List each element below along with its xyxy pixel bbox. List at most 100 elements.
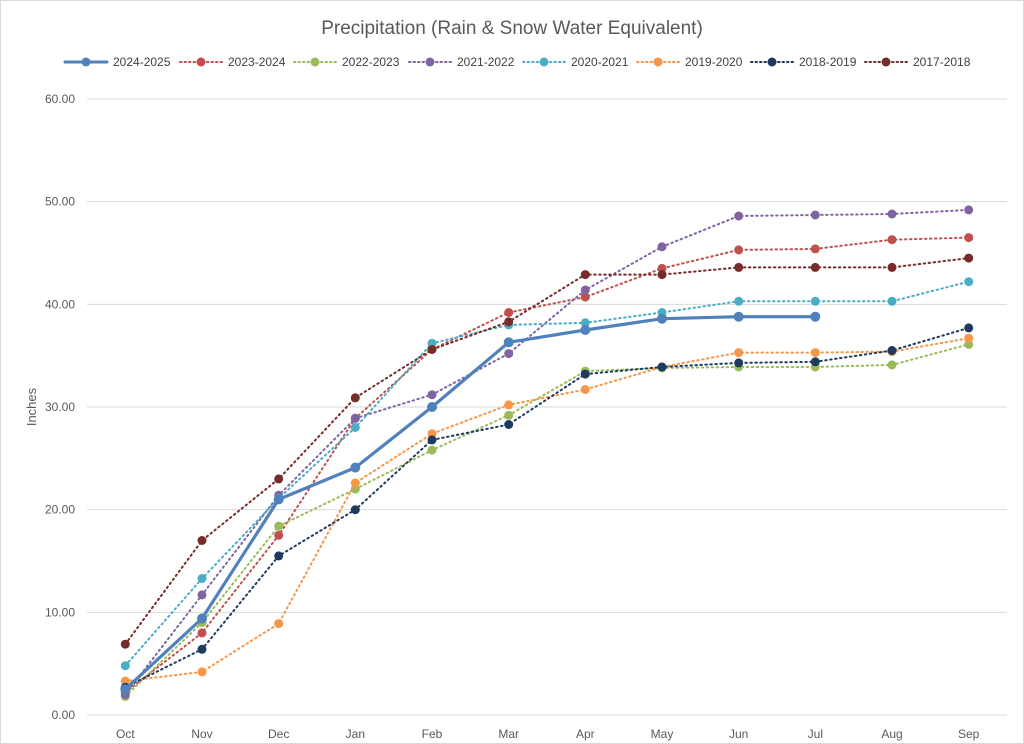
y-tick-label: 0.00: [52, 708, 76, 722]
legend-label: 2019-2020: [685, 55, 743, 69]
legend-marker: [539, 57, 549, 67]
x-tick-label: Nov: [191, 727, 212, 741]
y-tick-label: 60.00: [45, 92, 75, 106]
series-2024-2025: [120, 311, 821, 695]
data-point: [734, 211, 744, 221]
legend-label: 2017-2018: [913, 55, 971, 69]
data-point: [964, 253, 974, 263]
series-2017-2018: [120, 253, 974, 649]
data-point: [964, 277, 974, 287]
data-point: [197, 667, 207, 677]
data-point: [350, 462, 361, 473]
data-point: [657, 362, 667, 372]
data-point: [810, 262, 820, 272]
data-point: [580, 385, 590, 394]
series-2023-2024: [120, 233, 974, 697]
data-point: [120, 639, 130, 649]
data-point: [887, 360, 897, 370]
x-tick-label: Apr: [576, 727, 595, 741]
data-point: [427, 435, 437, 445]
data-point: [810, 348, 820, 358]
legend-label: 2021-2022: [457, 55, 515, 69]
data-point: [887, 262, 897, 272]
data-point: [427, 402, 437, 412]
series-2018-2019: [120, 323, 974, 692]
data-point: [810, 244, 820, 254]
data-point: [964, 323, 974, 333]
series-line: [124, 280, 970, 667]
series-line: [124, 236, 970, 694]
data-point: [504, 317, 514, 327]
y-axis-ticks: 0.00 10.00 20.00 30.00 40.00 50.00 60.00: [45, 92, 75, 722]
legend-marker: [196, 57, 206, 67]
series-2022-2023: [120, 339, 974, 701]
data-point: [504, 349, 514, 359]
series-layer: [120, 205, 974, 701]
data-point: [197, 536, 207, 545]
data-point: [887, 209, 897, 219]
data-point: [810, 210, 820, 220]
data-point: [274, 619, 284, 629]
y-tick-label: 20.00: [45, 503, 75, 517]
series-line: [124, 343, 970, 698]
series-2020-2021: [120, 277, 974, 671]
x-tick-label: Mar: [498, 727, 519, 741]
data-point: [657, 313, 667, 324]
data-point: [120, 676, 130, 686]
data-point: [273, 494, 284, 505]
data-point: [350, 478, 360, 488]
data-point: [274, 551, 284, 561]
data-point: [197, 613, 207, 624]
data-point: [350, 393, 360, 403]
legend-marker: [653, 57, 663, 67]
legend-marker: [425, 57, 435, 67]
data-point: [580, 318, 590, 328]
data-point: [964, 333, 974, 343]
data-point: [274, 521, 284, 531]
data-point: [734, 245, 744, 255]
data-point: [964, 205, 974, 215]
data-point: [504, 410, 514, 420]
data-point: [503, 337, 514, 348]
data-point: [427, 390, 437, 400]
data-point: [197, 628, 207, 638]
data-point: [197, 644, 207, 654]
legend-label: 2022-2023: [342, 55, 400, 69]
legend-label: 2023-2024: [228, 55, 286, 69]
legend-marker: [767, 57, 777, 67]
x-tick-label: Jan: [346, 727, 365, 741]
data-point: [810, 296, 820, 306]
data-point: [120, 661, 130, 671]
data-point: [580, 285, 590, 295]
data-point: [734, 296, 744, 306]
data-point: [427, 338, 437, 348]
data-point: [350, 413, 360, 423]
data-point: [427, 345, 437, 354]
legend: 2024-2025 2023-2024 2022-2023 2021-2022 2020…: [63, 55, 971, 69]
legend-marker: [310, 57, 320, 67]
y-tick-label: 50.00: [45, 195, 75, 209]
series-line: [124, 257, 970, 646]
data-point: [733, 311, 744, 322]
legend-label: 2024-2025: [113, 55, 171, 69]
x-axis-ticks: Oct Nov Dec Jan Feb Mar Apr May Jun Jul Aug Sep: [116, 727, 980, 741]
data-point: [197, 574, 207, 583]
chart-title: Precipitation (Rain & Snow Water Equival…: [321, 18, 703, 39]
data-point: [274, 530, 284, 540]
y-tick-label: 40.00: [45, 297, 75, 311]
data-point: [197, 590, 207, 600]
data-point: [810, 357, 820, 367]
data-point: [427, 429, 437, 439]
data-point: [657, 263, 667, 273]
data-point: [274, 474, 284, 484]
data-point: [887, 235, 897, 245]
legend-label: 2020-2021: [571, 55, 629, 69]
series-line: [124, 326, 970, 689]
x-tick-label: Jul: [808, 727, 823, 741]
gridlines: [87, 98, 1007, 716]
data-point: [734, 348, 744, 358]
data-point: [427, 445, 437, 455]
data-point: [350, 423, 360, 432]
x-tick-label: Dec: [268, 727, 289, 741]
